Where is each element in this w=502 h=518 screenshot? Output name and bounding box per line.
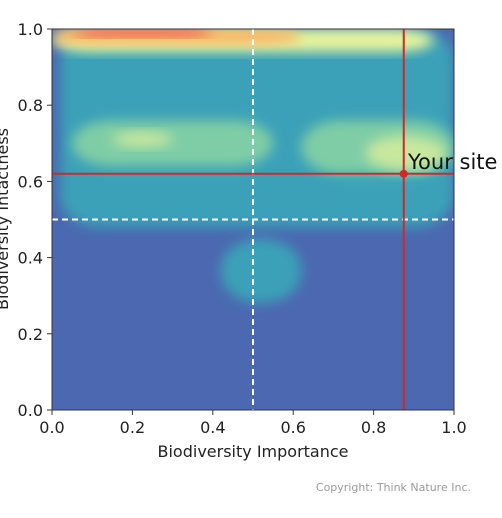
y-tick-label: 0.0 bbox=[18, 401, 43, 420]
marker-point bbox=[399, 169, 408, 178]
x-tick-label: 0.4 bbox=[200, 418, 225, 437]
y-axis-label: Biodiversity Intactness bbox=[0, 128, 12, 310]
x-axis-ticks: 0.0 0.2 0.4 0.6 0.8 1.0 bbox=[39, 410, 467, 437]
x-tick-label: 1.0 bbox=[441, 418, 466, 437]
density-region-higher bbox=[112, 131, 173, 148]
y-tick-label: 0.8 bbox=[18, 96, 43, 115]
copyright-text: Copyright: Think Nature Inc. bbox=[315, 481, 471, 494]
density-region-higher bbox=[365, 135, 446, 170]
x-tick-label: 0.2 bbox=[120, 418, 145, 437]
y-tick-label: 1.0 bbox=[18, 20, 43, 39]
x-axis-label: Biodiversity Importance bbox=[158, 442, 349, 461]
x-tick-label: 0.6 bbox=[280, 418, 305, 437]
your-site-label: Your site bbox=[407, 150, 497, 174]
x-tick-label: 0.8 bbox=[361, 418, 386, 437]
density-region-peak bbox=[72, 29, 213, 37]
x-tick-label: 0.0 bbox=[39, 418, 64, 437]
plot-frame bbox=[51, 28, 455, 411]
density-region-mid bbox=[220, 238, 302, 304]
density-region-high bbox=[72, 120, 274, 167]
y-tick-label: 0.6 bbox=[18, 172, 43, 191]
y-tick-label: 0.2 bbox=[18, 325, 43, 344]
marker-lines bbox=[52, 29, 454, 410]
reference-lines bbox=[52, 29, 454, 410]
y-tick-label: 0.4 bbox=[18, 249, 43, 268]
y-axis-ticks: 0.0 0.2 0.4 0.6 0.8 1.0 bbox=[18, 20, 52, 420]
